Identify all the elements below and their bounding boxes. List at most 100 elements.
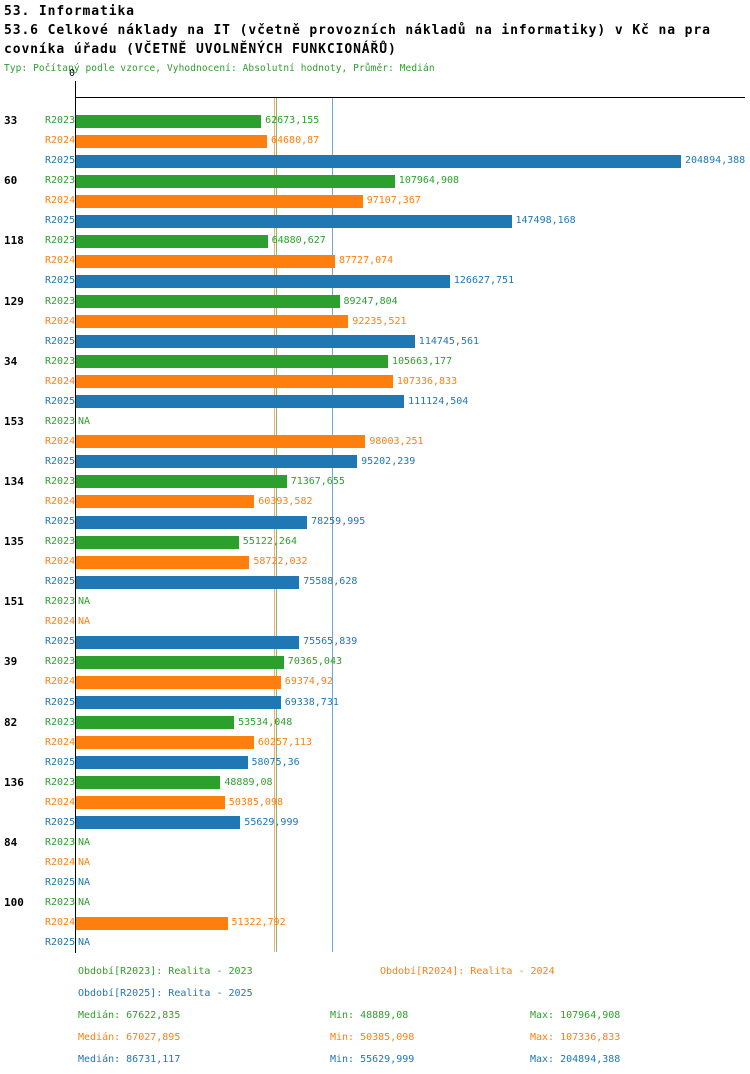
group-label: 134 xyxy=(4,474,24,488)
bar-value-label: 147498,168 xyxy=(515,215,576,227)
series-label: R2024 xyxy=(45,917,76,928)
series-label: R2025 xyxy=(45,275,76,287)
series-label: R2025 xyxy=(45,455,76,467)
series-label: R2024 xyxy=(45,676,76,688)
group-label: 34 xyxy=(4,354,18,368)
bar-value-label: 70365,043 xyxy=(287,656,342,668)
na-label: NA xyxy=(78,616,91,628)
series-label: R2023 xyxy=(45,776,76,788)
series-label: R2023 xyxy=(45,415,76,427)
bar-r2024 xyxy=(76,375,393,389)
group-label: 33 xyxy=(4,114,18,127)
group-label: 129 xyxy=(4,294,24,308)
na-label: NA xyxy=(78,897,91,908)
chart-meta: Typ: Počítaný podle vzorce, Vyhodnocení:… xyxy=(4,63,435,74)
axis-tick xyxy=(75,81,76,97)
legend-r2023: Období[R2023]: Realita - 2023 xyxy=(78,966,253,977)
bar-value-label: 64680,87 xyxy=(271,135,320,146)
series-label: R2023 xyxy=(45,596,76,608)
group-label: 60 xyxy=(4,174,18,188)
bar-value-label: 58722,032 xyxy=(253,556,308,568)
bar-value-label: 95202,239 xyxy=(361,455,416,467)
bar-r2025 xyxy=(76,696,281,709)
series-label: R2025 xyxy=(45,215,76,227)
series-label: R2023 xyxy=(45,716,76,728)
axis-left-line xyxy=(75,97,76,953)
bar-r2024 xyxy=(76,736,254,750)
bar-value-label: 62673,155 xyxy=(265,115,320,126)
bar-r2024 xyxy=(76,796,225,810)
series-label: R2023 xyxy=(45,897,76,908)
na-label: NA xyxy=(78,415,91,427)
series-label: R2023 xyxy=(45,115,76,126)
series-label: R2025 xyxy=(45,516,76,527)
bar-r2025 xyxy=(76,635,300,649)
bar-value-label: 55629,999 xyxy=(244,816,299,828)
series-label: R2025 xyxy=(45,395,76,407)
bar-value-label: 58075,36 xyxy=(251,756,300,768)
series-label: R2024 xyxy=(45,856,76,868)
bar-value-label: 75588,628 xyxy=(303,576,358,588)
group-label: 84 xyxy=(4,835,18,849)
bar-value-label: 107336,833 xyxy=(396,375,458,387)
bar-r2023 xyxy=(76,655,284,669)
bar-value-label: 107964,908 xyxy=(398,175,460,187)
bar-r2024 xyxy=(76,495,255,509)
bar-r2023 xyxy=(76,174,395,188)
series-label: R2024 xyxy=(45,315,76,327)
bar-value-label: 60393,582 xyxy=(258,495,313,507)
legend-r2025: Období[R2025]: Realita - 2025 xyxy=(78,988,253,999)
bar-value-label: 89247,804 xyxy=(343,295,398,307)
series-label: R2024 xyxy=(45,375,76,387)
bar-value-label: 105663,177 xyxy=(392,355,453,367)
bar-r2025 xyxy=(76,335,415,349)
bar-r2024 xyxy=(76,675,281,689)
bar-chart: 0 33 R2023 62673,155 R2024 64680,87 R2025 2048… xyxy=(0,68,750,963)
na-label: NA xyxy=(78,836,91,848)
bar-value-label: 126627,751 xyxy=(453,275,515,287)
bar-r2023 xyxy=(76,716,235,729)
bar-r2023 xyxy=(76,475,287,489)
na-label: NA xyxy=(78,856,91,868)
series-label: R2025 xyxy=(45,576,76,588)
bar-r2025 xyxy=(76,756,248,770)
bar-value-label: 51322,792 xyxy=(231,917,286,928)
stat-median-r2023: Medián: 67622,835 xyxy=(78,1010,181,1021)
series-label: R2024 xyxy=(45,736,76,748)
bar-value-label: 71367,655 xyxy=(290,475,345,487)
bar-r2023 xyxy=(76,295,340,308)
bar-r2023 xyxy=(76,114,262,128)
series-label: R2025 xyxy=(45,876,76,888)
group-label: 82 xyxy=(4,715,18,729)
bar-r2024 xyxy=(76,194,363,208)
group-label: 136 xyxy=(4,775,24,789)
bar-r2024 xyxy=(76,555,250,569)
chart-title-line1: 53.6 Celkové náklady na IT (včetně provo… xyxy=(4,23,711,38)
bar-value-label: 50385,098 xyxy=(228,796,283,808)
report-section-title: 53. Informatika xyxy=(4,4,135,19)
bar-value-label: 204894,388 xyxy=(685,155,746,167)
bar-r2025 xyxy=(76,214,512,228)
legend-r2024: Období[R2024]: Realita - 2024 xyxy=(380,966,555,977)
group-label: 135 xyxy=(4,535,24,549)
bar-value-label: 48889,08 xyxy=(224,776,273,788)
stat-min-r2025: Min: 55629,999 xyxy=(330,1054,415,1065)
stat-min-r2024: Min: 50385,098 xyxy=(330,1032,415,1043)
bar-r2023 xyxy=(76,535,239,549)
bar-value-label: 69338,731 xyxy=(284,696,339,708)
series-label: R2025 xyxy=(45,696,76,708)
group-label: 39 xyxy=(4,655,18,669)
bar-value-label: 87727,074 xyxy=(339,255,394,267)
series-label: R2024 xyxy=(45,616,76,628)
bar-r2025 xyxy=(76,455,358,469)
series-label: R2023 xyxy=(45,235,76,247)
median-line-r2025 xyxy=(332,98,334,952)
series-label: R2023 xyxy=(45,475,76,487)
stat-median-r2024: Medián: 67027,895 xyxy=(78,1032,181,1043)
series-label: R2024 xyxy=(45,495,76,507)
bar-r2025 xyxy=(76,816,241,830)
na-label: NA xyxy=(78,937,91,949)
bar-r2024 xyxy=(76,254,335,268)
bar-r2024 xyxy=(76,134,267,148)
